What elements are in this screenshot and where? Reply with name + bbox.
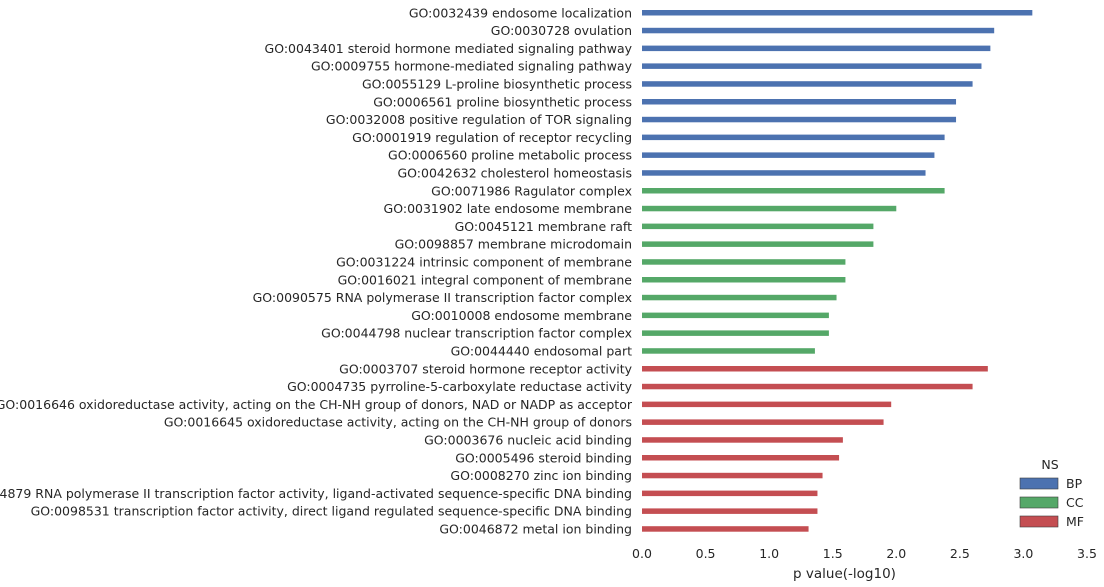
category-label: GO:0030728 ovulation [491,23,632,38]
x-tick-label: 2.5 [950,546,970,561]
x-tick-label: 3.0 [1013,546,1033,561]
legend-items: BP CC MF [1019,476,1084,529]
bar [642,490,818,497]
bar [642,241,874,247]
bar [642,348,815,354]
bar [642,366,988,372]
category-label: GO:0003676 nucleic acid binding [424,432,632,447]
bar [642,472,823,479]
category-label: GO:0044798 nuclear transcription factor … [321,326,632,341]
category-label: GO:0098857 membrane microdomain [395,237,632,252]
category-label: GO:0010008 endosome membrane [411,308,632,323]
bar [642,401,892,408]
bar [642,116,957,123]
category-label: GO:0016021 integral component of membran… [338,272,633,287]
bar [642,99,957,105]
category-label: GO:0042632 cholesterol homeostasis [398,165,633,180]
category-label: GO:0003707 steroid hormone receptor acti… [339,361,632,376]
bar [642,383,973,390]
category-label: GO:0031902 late endosome membrane [384,201,633,216]
bar [642,259,846,265]
bar [642,45,991,52]
legend-label-cc: CC [1066,495,1084,510]
category-label: GO:0001919 regulation of receptor recycl… [352,130,632,145]
bar [642,419,884,425]
category-label: GO:0031224 intrinsic component of membra… [336,254,632,269]
bar [642,455,840,461]
category-label: GO:0004879 RNA polymerase II transcripti… [0,486,632,501]
bar [642,294,837,301]
bar [642,312,829,319]
bar [642,10,1033,16]
x-tick-label: 3.5 [1077,546,1097,561]
bars [642,10,1033,532]
legend-label-bp: BP [1066,476,1083,491]
category-label: GO:0006561 proline biosynthetic process [373,94,632,109]
bar [642,134,945,141]
category-label: GO:0071986 Ragulator complex [431,183,632,198]
category-label: GO:0032439 endosome localization [409,5,632,20]
legend-swatch-mf [1019,515,1059,528]
category-label: GO:0045121 membrane raft [455,219,633,234]
category-labels: GO:0032439 endosome localization GO:00307… [0,5,633,536]
x-tick-label: 1.5 [823,546,843,561]
bar [642,188,945,194]
bar [642,205,897,212]
legend-title: NS [1041,457,1058,472]
category-label: GO:0098531 transcription factor activity… [31,504,632,519]
bar [642,63,982,69]
legend-swatch-cc [1019,496,1059,509]
bar [642,526,809,532]
category-label: GO:0004735 pyrroline-5-carboxylate reduc… [287,379,633,394]
category-label: GO:0009755 hormone-mediated signaling pa… [311,59,633,74]
bar [642,508,818,514]
category-label: GO:0008270 zinc ion binding [450,468,632,483]
x-tick-label: 1.0 [759,546,779,561]
bar [642,437,843,443]
bar [642,330,829,336]
bar [642,277,846,283]
category-label: GO:0005496 steroid binding [455,450,632,465]
category-label: GO:0090575 RNA polymerase II transcripti… [253,290,632,305]
bar [642,152,935,158]
bar [642,81,973,87]
category-label: GO:0046872 metal ion binding [439,521,632,536]
legend-swatch-bp [1019,477,1059,490]
bar [642,223,874,230]
category-label: GO:0016646 oxidoreductase activity, acti… [0,397,633,412]
x-axis-label: p value(-log10) [793,566,896,582]
x-tick-label: 0.5 [696,546,716,561]
category-label: GO:0055129 L-proline biosynthetic proces… [362,76,632,91]
legend-label-mf: MF [1066,514,1084,529]
bar [642,27,995,34]
category-label: GO:0016645 oxidoreductase activity, acti… [164,415,632,430]
x-tick-label: 0.0 [632,546,652,561]
category-label: GO:0044440 endosomal part [451,343,633,358]
bar [642,170,926,176]
category-label: GO:0032008 positive regulation of TOR si… [326,112,632,127]
legend: NS BP CC MF [1019,457,1084,529]
category-label: GO:0006560 proline metabolic process [388,148,632,163]
x-tick-labels: 0.0 0.5 1.0 1.5 2.0 2.5 3.0 3.5 [632,546,1097,561]
category-label: GO:0043401 steroid hormone mediated sign… [265,41,633,56]
x-tick-label: 2.0 [886,546,906,561]
